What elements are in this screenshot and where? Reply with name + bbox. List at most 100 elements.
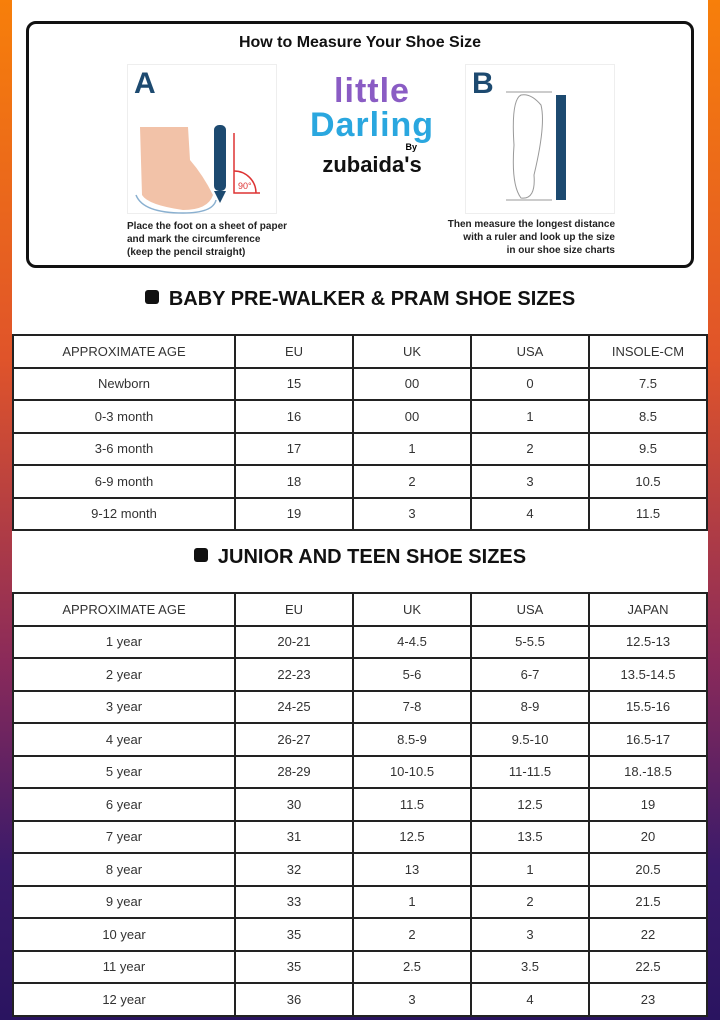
table-cell: 6 year — [12, 787, 236, 822]
table-cell: 2 — [352, 464, 472, 499]
table-row: 12 year 36 3 4 23 — [12, 982, 708, 1017]
table-cell: 5-5.5 — [470, 624, 590, 659]
table-cell: 20.5 — [588, 852, 708, 887]
step-b-caption: Then measure the longest distance with a… — [439, 218, 615, 257]
table-cell: 17 — [234, 431, 354, 466]
table-cell: 13 — [352, 852, 472, 887]
table-cell: 35 — [234, 949, 354, 984]
step-a-letter: A — [134, 67, 156, 100]
bullet-icon — [144, 290, 159, 304]
table-cell: 19 — [588, 787, 708, 822]
section-title-text: JUNIOR AND TEEN SHOE SIZES — [217, 546, 527, 568]
column-header: UK — [352, 334, 472, 369]
table-cell: 6-9 month — [12, 464, 236, 499]
table-row: 9 year 33 1 2 21.5 — [12, 884, 708, 919]
table-row: 3 year 24-25 7-8 8-9 15.5-16 — [12, 689, 708, 724]
column-header: APPROXIMATE AGE — [12, 334, 236, 369]
table-cell: 00 — [352, 399, 472, 434]
table-cell: 20-21 — [234, 624, 354, 659]
table-cell: 7.5 — [588, 366, 708, 401]
table-header-row: APPROXIMATE AGE EU UK USA INSOLE-CM — [12, 334, 708, 369]
table-cell: 3 — [352, 496, 472, 531]
junior-size-table: APPROXIMATE AGE EU UK USA JAPAN 1 year 20-21 4-… — [12, 592, 708, 1017]
table-row: 6-9 month 18 2 3 10.5 — [12, 464, 708, 499]
caption-line: (keep the pencil straight) — [127, 247, 246, 258]
table-row: 2 year 22-23 5-6 6-7 13.5-14.5 — [12, 657, 708, 692]
table-cell: 3-6 month — [12, 431, 236, 466]
table-row: 11 year 35 2.5 3.5 22.5 — [12, 949, 708, 984]
table-cell: 32 — [234, 852, 354, 887]
column-header: USA — [470, 334, 590, 369]
table-cell: 16.5-17 — [588, 722, 708, 757]
table-cell: 12.5-13 — [588, 624, 708, 659]
table-cell: 30 — [234, 787, 354, 822]
table-cell: 7-8 — [352, 689, 472, 724]
table-cell: 11.5 — [588, 496, 708, 531]
table-cell: 3 year — [12, 689, 236, 724]
table-cell: 9.5 — [588, 431, 708, 466]
table-cell: 7 year — [12, 819, 236, 854]
table-cell: 4 — [470, 496, 590, 531]
table-cell: 2 — [352, 917, 472, 952]
table-cell: 12.5 — [470, 787, 590, 822]
table-cell: 12 year — [12, 982, 236, 1017]
table-cell: 15 — [234, 366, 354, 401]
table-row: 9-12 month 19 3 4 11.5 — [12, 496, 708, 531]
table-row: 5 year 28-29 10-10.5 11-11.5 18.-18.5 — [12, 754, 708, 789]
table-row: 6 year 30 11.5 12.5 19 — [12, 787, 708, 822]
table-cell: 8.5-9 — [352, 722, 472, 757]
table-row: 1 year 20-21 4-4.5 5-5.5 12.5-13 — [12, 624, 708, 659]
table-cell: 16 — [234, 399, 354, 434]
baby-section-title: BABY PRE-WALKER & PRAM SHOE SIZES — [12, 288, 708, 311]
table-cell: 11-11.5 — [470, 754, 590, 789]
table-cell: 18.-18.5 — [588, 754, 708, 789]
table-cell: 20 — [588, 819, 708, 854]
table-cell: 2.5 — [352, 949, 472, 984]
step-a-caption: Place the foot on a sheet of paper and m… — [127, 220, 287, 259]
table-cell: 23 — [588, 982, 708, 1017]
table-cell: 12.5 — [352, 819, 472, 854]
table-cell: 31 — [234, 819, 354, 854]
table-cell: 24-25 — [234, 689, 354, 724]
table-cell: 5-6 — [352, 657, 472, 692]
table-cell: 8.5 — [588, 399, 708, 434]
table-cell: 1 year — [12, 624, 236, 659]
table-cell: 10-10.5 — [352, 754, 472, 789]
table-cell: 13.5 — [470, 819, 590, 854]
table-cell: 13.5-14.5 — [588, 657, 708, 692]
table-cell: 3 — [470, 917, 590, 952]
column-header: APPROXIMATE AGE — [12, 592, 236, 627]
table-cell: Newborn — [12, 366, 236, 401]
baby-size-table: APPROXIMATE AGE EU UK USA INSOLE-CM Newborn 15… — [12, 334, 708, 531]
logo-by: By — [405, 142, 417, 152]
table-cell: 4 — [470, 982, 590, 1017]
table-cell: 6-7 — [470, 657, 590, 692]
table-cell: 2 year — [12, 657, 236, 692]
table-cell: 8 year — [12, 852, 236, 887]
table-cell: 35 — [234, 917, 354, 952]
table-cell: 11 year — [12, 949, 236, 984]
table-cell: 1 — [470, 852, 590, 887]
angle-label: 90° — [238, 181, 252, 191]
table-header-row: APPROXIMATE AGE EU UK USA JAPAN — [12, 592, 708, 627]
how-to-title: How to Measure Your Shoe Size — [238, 34, 482, 51]
table-cell: 22 — [588, 917, 708, 952]
table-cell: 3 — [352, 982, 472, 1017]
table-cell: 3.5 — [470, 949, 590, 984]
table-cell: 2 — [470, 431, 590, 466]
column-header: USA — [470, 592, 590, 627]
table-cell: 21.5 — [588, 884, 708, 919]
table-cell: 10 year — [12, 917, 236, 952]
little-darling-logo: little Darling By zubaida's — [297, 74, 447, 178]
table-cell: 26-27 — [234, 722, 354, 757]
table-cell: 1 — [470, 399, 590, 434]
table-cell: 33 — [234, 884, 354, 919]
table-cell: 4 year — [12, 722, 236, 757]
table-cell: 19 — [234, 496, 354, 531]
table-cell: 10.5 — [588, 464, 708, 499]
table-cell: 9-12 month — [12, 496, 236, 531]
table-cell: 15.5-16 — [588, 689, 708, 724]
table-cell: 28-29 — [234, 754, 354, 789]
table-cell: 1 — [352, 431, 472, 466]
table-row: 8 year 32 13 1 20.5 — [12, 852, 708, 887]
